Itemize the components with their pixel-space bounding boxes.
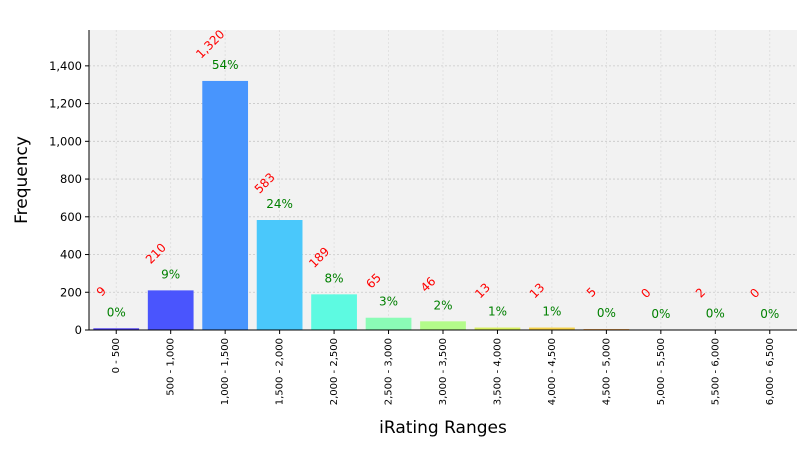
x-tick-label: 3,500 - 4,000 [492,338,503,405]
y-tick-label: 600 [60,210,82,224]
percent-label: 0% [597,306,616,320]
percent-label: 8% [325,271,344,285]
percent-label: 1% [542,305,561,319]
bar [529,327,575,330]
y-tick-label: 400 [60,248,82,262]
percent-label: 54% [212,58,239,72]
percent-label: 3% [379,295,398,309]
bar [93,328,140,330]
y-axis-title: Frequency [12,136,32,224]
x-axis-title: iRating Ranges [379,418,507,438]
bar [365,317,412,330]
percent-label: 0% [706,307,725,321]
x-tick-label: 2,500 - 3,000 [384,338,395,405]
percent-label: 0% [760,307,779,321]
bar [256,220,303,330]
percent-label: 9% [161,267,180,281]
x-tick-label: 5,000 - 5,500 [656,338,667,405]
x-tick-label: 1,000 - 1,500 [220,338,231,405]
x-tick-label: 6,000 - 6,500 [765,338,776,405]
x-tick-label: 4,000 - 4,500 [547,338,558,405]
bar [147,290,194,330]
bars-group [93,80,739,331]
y-tick-label: 1,000 [49,134,82,148]
y-tick-label: 1,400 [49,59,82,73]
percent-label: 1% [488,305,507,319]
bar [420,321,466,330]
x-tick-label: 5,500 - 6,000 [710,338,721,405]
percent-label: 0% [651,307,670,321]
percent-label: 2% [433,298,452,312]
x-tick-label: 1,500 - 2,000 [275,338,286,405]
x-ticks-group: 0 - 500 500 - 1,000 1,000 - 1,500 1,500 - 2… [111,330,776,405]
y-tick-label: 200 [60,285,82,299]
x-tick-label: 2,000 - 2,500 [329,338,340,405]
x-tick-label: 500 - 1,000 [166,338,177,396]
bar [202,80,249,331]
y-tick-label: 800 [60,172,82,186]
y-tick-label: 1,200 [49,97,82,111]
x-tick-label: 0 - 500 [111,338,122,373]
x-tick-label: 3,000 - 3,500 [438,338,449,405]
y-ticks-group: 0 200 400 600 800 1,000 1,200 1,400 [49,59,89,337]
y-tick-label: 0 [75,323,82,337]
percent-label: 24% [266,197,293,211]
bar [311,294,357,330]
percent-label: 0% [107,305,126,319]
x-tick-label: 4,500 - 5,000 [601,338,612,405]
bar [474,327,521,330]
